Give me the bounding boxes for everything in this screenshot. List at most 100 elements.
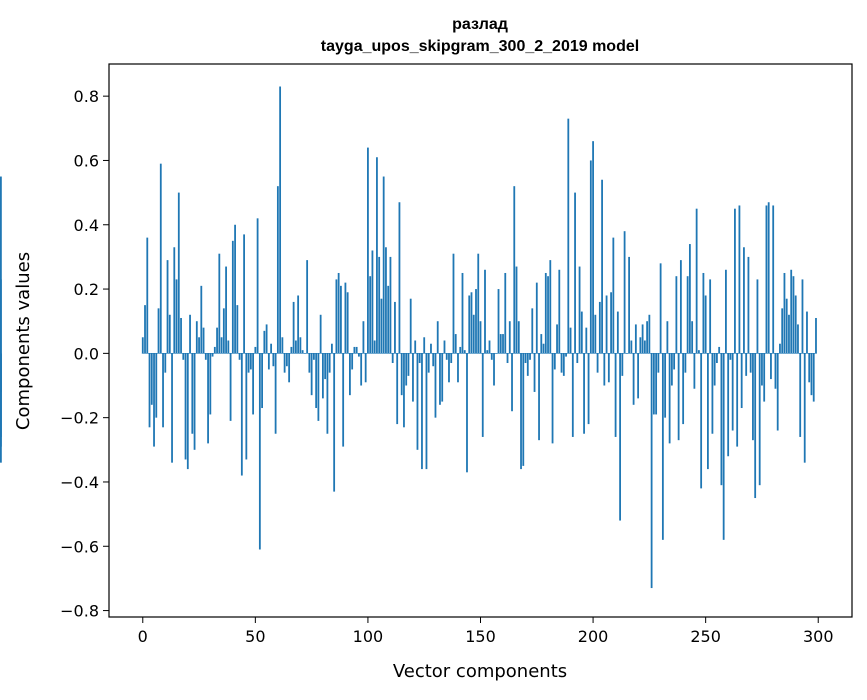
- bar: [484, 270, 486, 354]
- bar: [666, 321, 668, 353]
- bar: [205, 353, 207, 359]
- bar: [486, 350, 488, 353]
- bar: [759, 353, 761, 485]
- bar: [547, 276, 549, 353]
- bar: [795, 295, 797, 353]
- bar: [712, 353, 714, 433]
- bar: [644, 341, 646, 354]
- bar: [608, 353, 610, 382]
- bar: [716, 353, 718, 363]
- bar: [236, 305, 238, 353]
- bar: [468, 295, 470, 353]
- bar: [396, 353, 398, 424]
- bar: [432, 353, 434, 366]
- x-tick-label: 250: [690, 627, 721, 646]
- bar: [387, 286, 389, 354]
- bar: [639, 337, 641, 353]
- bar: [340, 286, 342, 354]
- bar: [770, 353, 772, 379]
- bar: [790, 270, 792, 354]
- bar: [232, 241, 234, 354]
- bar: [552, 353, 554, 443]
- bar: [642, 324, 644, 353]
- bar: [390, 257, 392, 353]
- bar: [754, 353, 756, 498]
- bar: [189, 315, 191, 354]
- bar: [518, 321, 520, 353]
- y-axis: −0.8−0.6−0.4−0.20.00.20.40.60.8: [60, 87, 109, 620]
- bar: [180, 318, 182, 353]
- bar: [378, 257, 380, 353]
- bar: [621, 353, 623, 376]
- bar: [381, 299, 383, 354]
- bar: [182, 353, 184, 359]
- bar: [401, 353, 403, 395]
- bar: [158, 308, 160, 353]
- bar: [342, 353, 344, 446]
- bar: [723, 353, 725, 539]
- bar: [648, 315, 650, 354]
- bar: [313, 353, 315, 359]
- bar: [419, 353, 421, 363]
- bar: [565, 353, 567, 356]
- bar: [768, 202, 770, 353]
- bar: [745, 353, 747, 376]
- bar: [160, 164, 162, 354]
- bar: [493, 353, 495, 385]
- bar: [594, 315, 596, 354]
- bar: [563, 353, 565, 376]
- bar: [624, 231, 626, 353]
- bar: [394, 302, 396, 353]
- bar: [705, 295, 707, 353]
- bar: [543, 344, 545, 354]
- bar: [151, 353, 153, 404]
- bar: [558, 270, 560, 354]
- bar: [669, 353, 671, 443]
- bar: [471, 292, 473, 353]
- bar: [317, 353, 319, 421]
- bar: [574, 193, 576, 354]
- bar: [241, 353, 243, 475]
- bar: [169, 315, 171, 354]
- bar: [741, 353, 743, 408]
- bar: [482, 353, 484, 437]
- bar: [277, 186, 279, 353]
- bar: [227, 341, 229, 354]
- bar: [209, 353, 211, 414]
- y-tick-label: −0.2: [60, 409, 99, 428]
- bar: [290, 347, 292, 353]
- bar: [651, 353, 653, 588]
- bar: [354, 347, 356, 353]
- bar: [423, 337, 425, 353]
- bar: [813, 353, 815, 401]
- bar: [194, 353, 196, 449]
- bar: [561, 353, 563, 372]
- bar: [263, 331, 265, 354]
- y-tick-label: 0.6: [74, 151, 99, 170]
- bar: [261, 353, 263, 408]
- bar: [426, 353, 428, 469]
- bar: [295, 341, 297, 354]
- bar: [734, 209, 736, 354]
- bar: [221, 337, 223, 353]
- bar: [748, 257, 750, 353]
- bar: [196, 321, 198, 353]
- bar: [453, 254, 455, 354]
- bar: [684, 353, 686, 372]
- bar: [707, 353, 709, 469]
- x-axis-label: Vector components: [393, 661, 567, 682]
- bar: [239, 353, 241, 359]
- bar: [520, 353, 522, 469]
- bar: [799, 353, 801, 437]
- bar: [403, 353, 405, 427]
- bar: [218, 254, 220, 354]
- bar: [480, 321, 482, 353]
- x-tick-label: 200: [578, 627, 609, 646]
- bar: [721, 353, 723, 485]
- bar: [570, 328, 572, 354]
- bar: [718, 347, 720, 353]
- bar: [466, 353, 468, 472]
- bar: [572, 353, 574, 437]
- bar: [311, 353, 313, 395]
- chart-title-line-2: tayga_upos_skipgram_300_2_2019 model: [321, 38, 639, 55]
